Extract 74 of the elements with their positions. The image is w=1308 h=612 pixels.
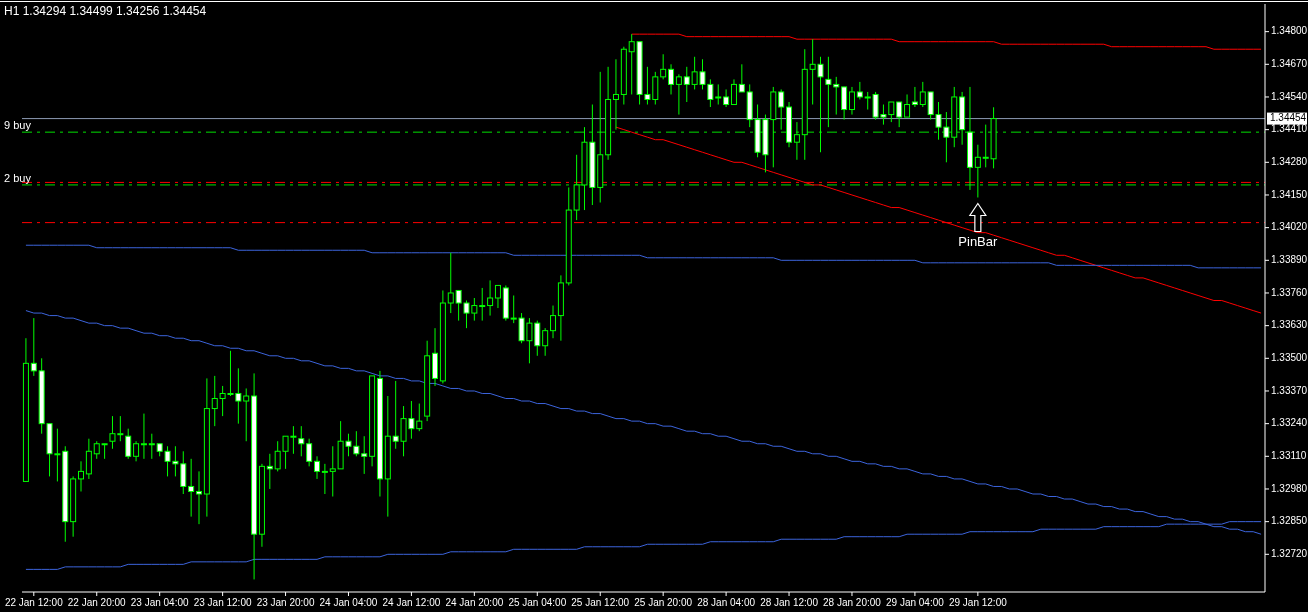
- candlestick: [612, 58, 619, 131]
- annotation: PinBar: [958, 234, 999, 250]
- x-tick-label: 22 Jan 20:00: [67, 597, 127, 608]
- candlestick: [188, 458, 195, 518]
- y-tick-label: 1.33760: [1271, 286, 1308, 298]
- candlestick: [30, 317, 37, 377]
- chart-title: H1 1.34294 1.34499 1.34256 1.34454: [4, 4, 207, 18]
- ref-line-label: 2 buy: [4, 171, 32, 184]
- candlestick: [78, 460, 84, 492]
- y-tick-label: 1.32720: [1271, 547, 1308, 559]
- candlestick: [243, 387, 250, 442]
- y-tick-label: 1.34020: [1271, 221, 1308, 233]
- y-tick-label: 1.32980: [1271, 482, 1308, 494]
- line-series: [25, 244, 1262, 269]
- x-tick-label: 29 Jan 12:00: [948, 597, 1008, 608]
- candlestick: [723, 88, 730, 108]
- candlestick: [321, 463, 328, 495]
- candlestick: [196, 470, 203, 525]
- candlestick: [848, 86, 855, 116]
- candlestick: [660, 53, 667, 80]
- candlestick: [730, 78, 737, 106]
- x-tick-label: 25 Jan 04:00: [508, 597, 567, 608]
- x-tick-label: 25 Jan 12:00: [571, 597, 630, 608]
- candlestick: [904, 93, 911, 118]
- candlestick: [778, 88, 785, 131]
- y-tick-label: 1.33370: [1271, 384, 1308, 396]
- ref-line-label: 1.34454: [1270, 112, 1307, 124]
- ref-line-label: 9 buy: [4, 119, 32, 132]
- candlestick: [675, 73, 682, 116]
- candlestick: [125, 428, 132, 460]
- x-tick-label: 24 Jan 12:00: [382, 597, 441, 608]
- candlestick: [140, 413, 147, 460]
- candlestick: [266, 453, 273, 490]
- candlestick: [793, 121, 800, 161]
- candlestick: [494, 284, 501, 309]
- y-tick-label: 1.34800: [1271, 25, 1308, 37]
- candlestick: [542, 327, 549, 357]
- x-tick-label: 25 Jan 20:00: [634, 597, 693, 608]
- x-tick-label: 22 Jan 12:00: [4, 597, 64, 608]
- candlestick: [306, 438, 313, 467]
- candlestick: [974, 144, 981, 198]
- line-series: [631, 33, 1262, 50]
- x-tick-label: 23 Jan 20:00: [256, 597, 315, 608]
- candlestick: [314, 455, 321, 480]
- x-tick-label: 28 Jan 04:00: [697, 597, 756, 608]
- x-tick-label: 23 Jan 12:00: [193, 597, 252, 608]
- y-tick-label: 1.34280: [1271, 155, 1308, 167]
- y-tick-label: 1.33630: [1271, 319, 1308, 331]
- x-tick-label: 23 Jan 04:00: [130, 597, 190, 608]
- x-tick-label: 28 Jan 20:00: [823, 597, 882, 608]
- y-tick-label: 1.34670: [1271, 57, 1308, 69]
- candlestick: [85, 438, 92, 480]
- y-tick-label: 1.33240: [1271, 417, 1308, 429]
- y-tick-label: 1.34410: [1271, 123, 1308, 135]
- y-tick-label: 1.33500: [1271, 351, 1308, 363]
- y-tick-label: 1.33110: [1271, 449, 1307, 461]
- y-tick-label: 1.34150: [1271, 188, 1308, 200]
- candlestick: [911, 86, 918, 108]
- candlestick: [668, 63, 675, 95]
- candlestick: [550, 305, 557, 339]
- candlestick: [148, 433, 155, 460]
- x-tick-label: 24 Jan 04:00: [319, 597, 378, 608]
- candlestick: [133, 440, 140, 462]
- candlestick: [298, 425, 305, 457]
- x-tick-label: 29 Jan 04:00: [886, 597, 945, 608]
- y-tick-label: 1.34540: [1271, 90, 1308, 102]
- x-tick-label: 28 Jan 12:00: [760, 597, 819, 608]
- y-tick-label: 1.33890: [1271, 253, 1308, 265]
- candlestick: [487, 279, 494, 317]
- candlestick: [896, 101, 903, 128]
- candlestick: [841, 86, 848, 121]
- x-tick-label: 24 Jan 20:00: [445, 597, 504, 608]
- candlestick: [738, 63, 745, 93]
- y-tick-label: 1.32850: [1271, 515, 1308, 527]
